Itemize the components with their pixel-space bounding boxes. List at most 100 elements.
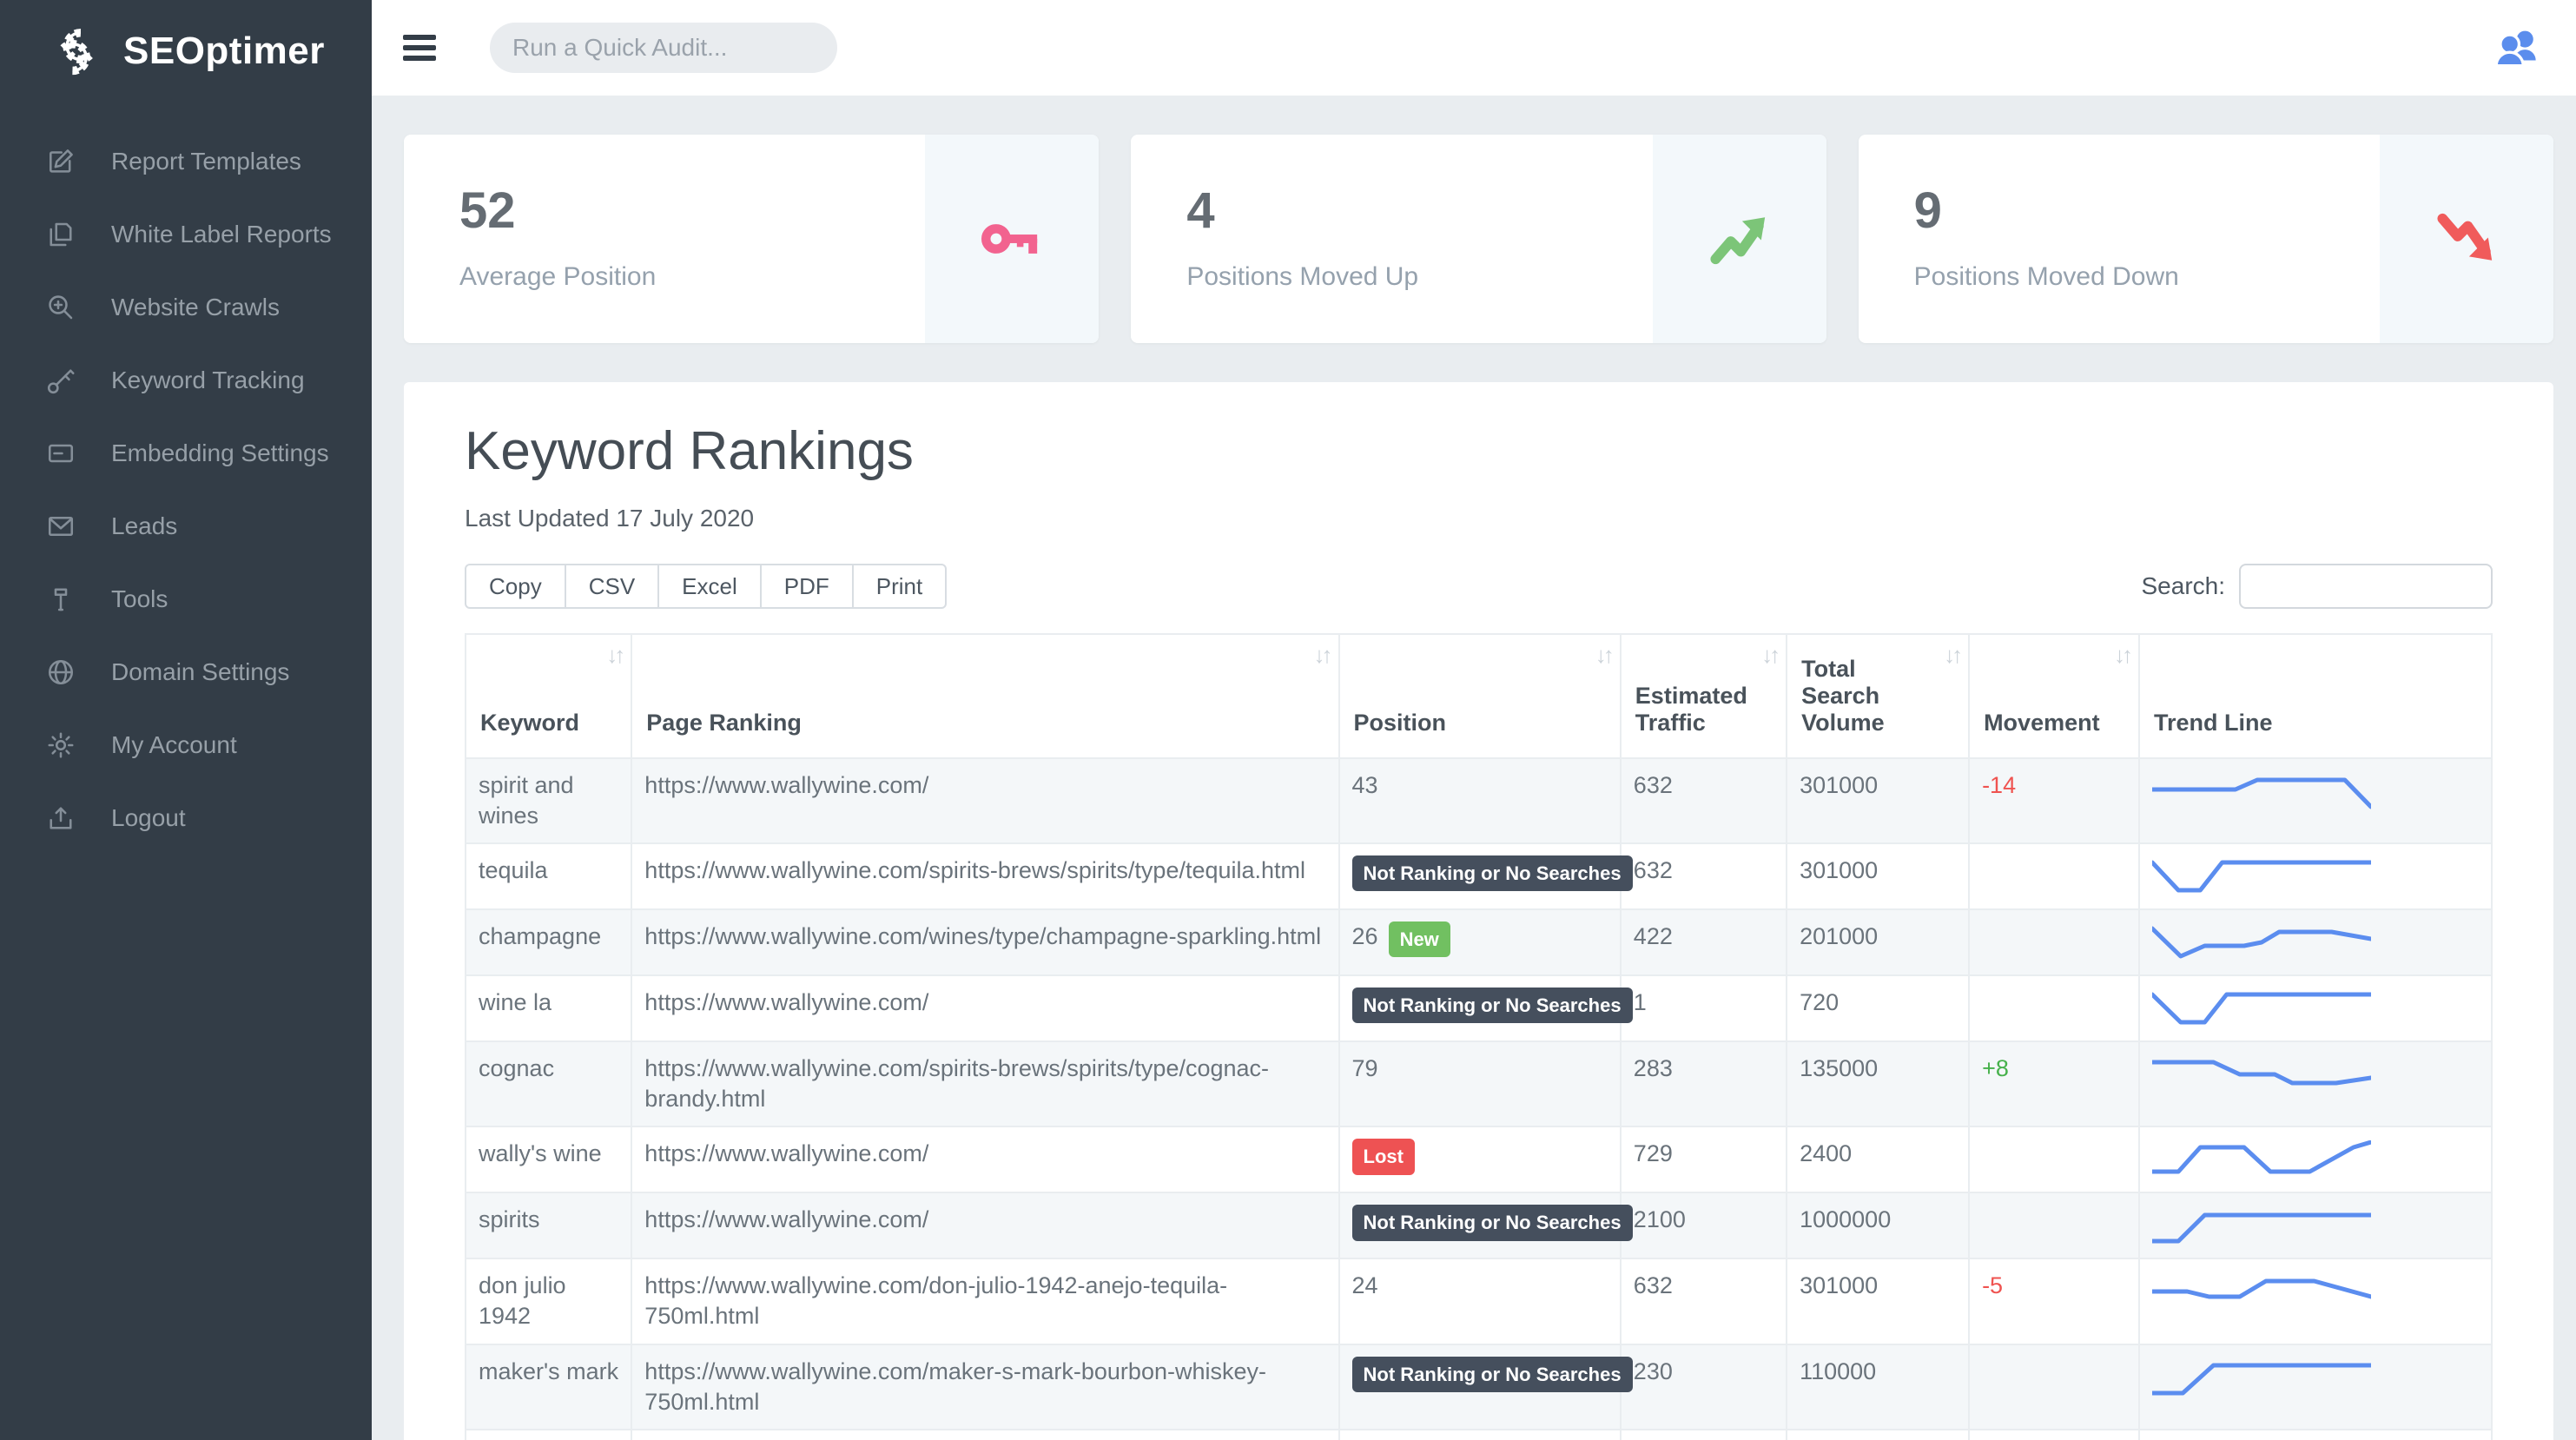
stat-value: 9 <box>1913 182 1942 239</box>
sort-icon[interactable]: ↓↑ <box>2114 642 2133 668</box>
keyword-cell: cognac <box>464 1040 633 1128</box>
position-cell: 83 <box>1338 1428 1622 1440</box>
hamburger-menu-icon[interactable] <box>403 30 436 66</box>
trend-line-cell <box>2138 1343 2493 1430</box>
table-row: spirits https://www.wallywine.com/Not Ran… <box>464 1192 2493 1260</box>
trend-sparkline <box>2152 777 2372 809</box>
export-button-group: Copy CSV Excel PDF Print <box>465 564 948 609</box>
estimated-traffic-cell: 283 <box>1619 1040 1788 1128</box>
column-header-movement[interactable]: ↓↑ Movement <box>1968 633 2141 759</box>
keyword-cell: champagne <box>464 908 633 977</box>
stat-card: 9 Positions Moved Down <box>1858 135 2553 343</box>
quick-audit-input[interactable] <box>512 34 826 62</box>
sidebar-item-leads[interactable]: Leads <box>0 490 372 563</box>
position-cell: Not Ranking or No Searches <box>1338 1192 1633 1260</box>
position-cell: 79 <box>1338 1040 1622 1128</box>
keyword-cell: wally's wine <box>464 1126 633 1194</box>
key-outline-icon <box>45 365 76 396</box>
export-copy-button[interactable]: Copy <box>465 564 566 609</box>
column-label: Movement <box>1984 710 2100 736</box>
total-search-volume-cell: 135000 <box>1786 1040 1971 1128</box>
keyword-cell: wine and spirits <box>464 1428 633 1440</box>
trend-sparkline <box>2152 1212 2372 1244</box>
stat-label: Positions Moved Down <box>1913 262 2179 291</box>
sidebar-item-logout[interactable]: Logout <box>0 782 372 855</box>
page-ranking-cell: https://www.wallywine.com/spirits-brews/… <box>631 842 1340 911</box>
stat-label: Positions Moved Up <box>1186 262 1419 291</box>
sort-icon[interactable]: ↓↑ <box>1595 642 1615 668</box>
stat-icon-box <box>2379 135 2553 343</box>
estimated-traffic-cell: 1 <box>1619 974 1788 1043</box>
sidebar-item-label: Leads <box>111 512 178 539</box>
position-value: 43 <box>1351 772 1378 798</box>
sort-icon[interactable]: ↓↑ <box>1313 642 1333 668</box>
export-excel-button[interactable]: Excel <box>657 564 762 609</box>
gear-icon <box>45 730 76 761</box>
sort-icon[interactable]: ↓↑ <box>606 642 625 668</box>
keyword-cell: don julio 1942 <box>464 1258 633 1345</box>
table-search: Search: <box>2142 564 2493 609</box>
position-badge: Not Ranking or No Searches <box>1351 988 1633 1024</box>
table-row: wine and spiritshttps://www.wallywine.co… <box>464 1428 2493 1440</box>
total-search-volume-cell: 110000 <box>1786 1343 1971 1430</box>
export-csv-button[interactable]: CSV <box>564 564 660 609</box>
trend-line-cell <box>2138 1258 2493 1345</box>
column-header-total-search-volume[interactable]: ↓↑ Total Search Volume <box>1786 633 1971 759</box>
position-badge: New <box>1388 921 1450 958</box>
column-label: Trend Line <box>2154 710 2273 736</box>
movement-cell <box>1968 1343 2141 1430</box>
export-pdf-button[interactable]: PDF <box>759 564 854 609</box>
page-ranking-cell: https://www.wallywine.com/don-julio-1942… <box>631 1258 1340 1345</box>
sidebar-item-website-crawls[interactable]: Website Crawls <box>0 271 372 344</box>
movement-cell: +8 <box>1968 1040 2141 1128</box>
trend-line-cell <box>2138 1040 2493 1128</box>
sort-icon[interactable]: ↓↑ <box>1761 642 1780 668</box>
sidebar-item-embedding-settings[interactable]: Embedding Settings <box>0 417 372 490</box>
sidebar-item-report-templates[interactable]: Report Templates <box>0 125 372 198</box>
column-header-position[interactable]: ↓↑ Position <box>1338 633 1622 759</box>
card-icon <box>45 438 76 469</box>
trend-sparkline <box>2152 1060 2372 1086</box>
movement-cell <box>1968 1192 2141 1260</box>
trend-sparkline <box>2152 1140 2372 1174</box>
sidebar-item-label: Tools <box>111 585 168 612</box>
trend-line-cell <box>2138 974 2493 1043</box>
estimated-traffic-cell: 729 <box>1619 1126 1788 1194</box>
stat-icon-box <box>925 135 1100 343</box>
sidebar-item-label: Keyword Tracking <box>111 367 305 393</box>
sidebar-item-domain-settings[interactable]: Domain Settings <box>0 636 372 709</box>
keyword-rankings-panel: Keyword Rankings Last Updated 17 July 20… <box>404 382 2553 1440</box>
brand-name: SEOptimer <box>123 30 325 72</box>
sidebar-item-keyword-tracking[interactable]: Keyword Tracking <box>0 344 372 417</box>
estimated-traffic-cell: 594 <box>1619 1428 1788 1440</box>
table-search-input[interactable] <box>2239 564 2493 609</box>
trend-sparkline <box>2152 992 2372 1025</box>
sidebar-item-label: Domain Settings <box>111 658 290 685</box>
position-value: 26 <box>1351 923 1378 950</box>
trend-sparkline <box>2152 1363 2372 1396</box>
column-header-keyword[interactable]: ↓↑ Keyword <box>464 633 633 759</box>
users-icon[interactable] <box>2491 26 2545 69</box>
sort-icon[interactable]: ↓↑ <box>1944 642 1963 668</box>
trend-sparkline <box>2152 926 2372 959</box>
position-cell: 26 New <box>1338 908 1622 977</box>
quick-audit-search <box>490 23 837 73</box>
keyword-cell: spirits <box>464 1192 633 1260</box>
trend-line-cell <box>2138 842 2493 911</box>
estimated-traffic-cell: 230 <box>1619 1343 1788 1430</box>
export-print-button[interactable]: Print <box>851 564 948 609</box>
last-updated-text: Last Updated 17 July 2020 <box>465 505 755 532</box>
trend-down-icon <box>2436 208 2497 269</box>
sidebar-item-my-account[interactable]: My Account <box>0 709 372 782</box>
keyword-cell: wine la <box>464 974 633 1043</box>
column-header-page-ranking[interactable]: ↓↑ Page Ranking <box>631 633 1340 759</box>
sidebar-item-white-label-reports[interactable]: White Label Reports <box>0 198 372 271</box>
page-ranking-cell: https://www.wallywine.com/ <box>631 1192 1340 1260</box>
estimated-traffic-cell: 2100 <box>1619 1192 1788 1260</box>
trend-line-cell <box>2138 908 2493 977</box>
sidebar-item-tools[interactable]: Tools <box>0 563 372 636</box>
search-plus-icon <box>45 292 76 323</box>
column-header-estimated-traffic[interactable]: ↓↑ Estimated Traffic <box>1619 633 1788 759</box>
page-ranking-cell: https://www.wallywine.com/ <box>631 1428 1340 1440</box>
total-search-volume-cell: 2400 <box>1786 1126 1971 1194</box>
